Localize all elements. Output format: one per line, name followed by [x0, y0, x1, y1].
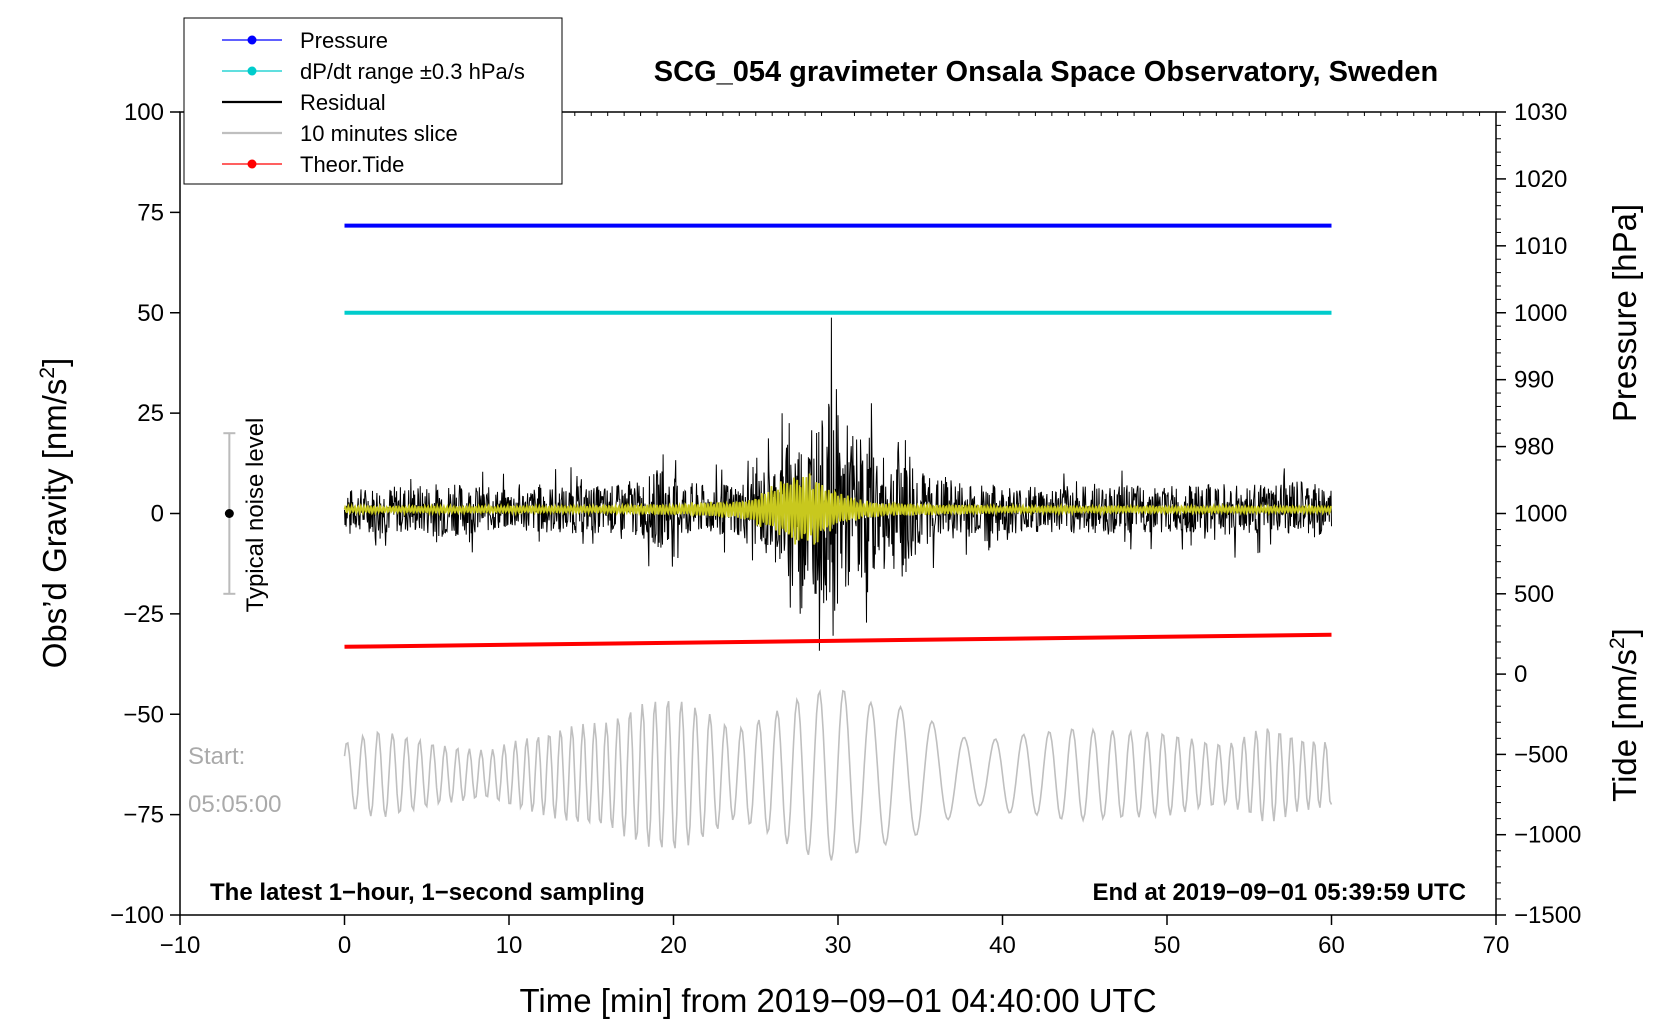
latest-sampling-label: The latest 1−hour, 1−second sampling [210, 879, 645, 906]
y-tick-label: 100 [124, 99, 164, 126]
start-label: Start: [188, 743, 245, 770]
tide-tick-label: −1000 [1514, 822, 1581, 849]
pressure-tick-label: 1030 [1514, 99, 1567, 126]
pressure-tick-label: 1000 [1514, 300, 1567, 327]
legend-label: Residual [300, 90, 386, 115]
y-tick-label: −25 [123, 601, 164, 628]
noise-center-dot [224, 509, 234, 518]
pressure-tick-label: 1020 [1514, 166, 1567, 193]
chart-title: SCG_054 gravimeter Onsala Space Observat… [654, 56, 1438, 88]
legend-swatch-marker [247, 35, 257, 45]
residual-series-line [344, 317, 1332, 651]
slice-series-line [343, 689, 1333, 861]
legend-label: Pressure [300, 28, 388, 53]
legend: Pressure dP/dt range ±0.3 hPa/s Residual 10… [183, 17, 563, 185]
pressure-tick-label: 990 [1514, 367, 1554, 394]
y-axis-label-tide: Tide [nm/s2] [1606, 628, 1643, 802]
tick-layer: −10 0 10 20 30 40 50 60 70−100−75−50−25025507510… [110, 99, 1581, 959]
start-time: 05:05:00 [188, 791, 281, 818]
x-tick-label: −10 [160, 932, 201, 959]
data-layer [343, 223, 1333, 861]
tide-tick-label: 0 [1514, 661, 1527, 688]
noise-label: Typical noise level [242, 418, 269, 613]
x-tick-label: 70 [1483, 932, 1510, 959]
x-tick-label: 50 [1154, 932, 1181, 959]
x-tick-label: 0 [338, 932, 351, 959]
legend-label: dP/dt range ±0.3 hPa/s [300, 59, 525, 84]
pressure-tick-label: 980 [1514, 434, 1554, 461]
pressure-tick-label: 1010 [1514, 233, 1567, 260]
end-time-label: End at 2019−09−01 05:39:59 UTC [1092, 879, 1466, 906]
smoothed-series-line [343, 473, 1333, 545]
legend-label: 10 minutes slice [300, 121, 458, 146]
x-tick-label: 20 [660, 932, 687, 959]
tide-tick-label: 1000 [1514, 501, 1567, 528]
x-tick-label: 30 [825, 932, 852, 959]
tide-series-line [344, 632, 1332, 649]
y-axis-label-left: Obs’d Gravity [nm/s2] [36, 358, 73, 669]
x-tick-label: 60 [1318, 932, 1345, 959]
y-tick-label: 75 [137, 199, 164, 226]
y-tick-label: −100 [110, 902, 164, 929]
tide-tick-label: −500 [1514, 741, 1568, 768]
y-tick-label: 50 [137, 300, 164, 327]
x-tick-label: 40 [989, 932, 1016, 959]
y-tick-label: −75 [123, 802, 164, 829]
y-axis-label-pressure: Pressure [hPa] [1606, 204, 1643, 422]
tide-tick-label: 500 [1514, 581, 1554, 608]
y-tick-label: 25 [137, 400, 164, 427]
noise-indicator [223, 432, 236, 595]
legend-swatch-marker [247, 66, 257, 76]
y-tick-label: −50 [123, 701, 164, 728]
legend-swatch-marker [247, 159, 257, 169]
tide-tick-label: −1500 [1514, 902, 1581, 929]
legend-label: Theor.Tide [300, 152, 404, 177]
y-tick-label: 0 [151, 501, 164, 528]
x-axis-label: Time [min] from 2019−09−01 04:40:00 UTC [519, 982, 1156, 1019]
x-tick-label: 10 [496, 932, 523, 959]
